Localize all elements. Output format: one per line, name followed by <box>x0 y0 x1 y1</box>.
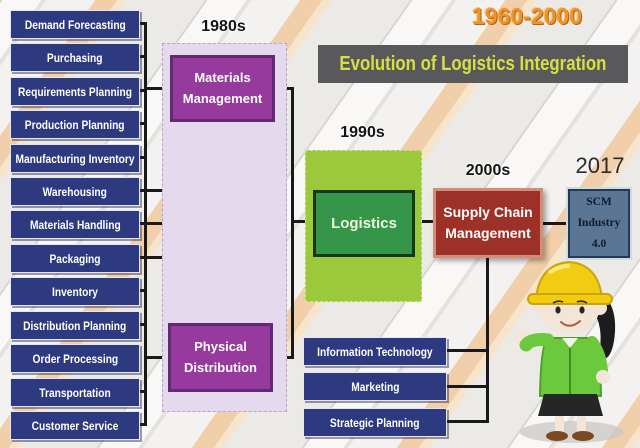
activity-box-requirements-planning: Requirements Planning <box>10 77 140 106</box>
era-label-1980s: 1980s <box>201 18 246 35</box>
connector-stub <box>137 423 146 426</box>
strategic-planning-branch-line <box>445 420 489 423</box>
connector-stub <box>137 89 146 92</box>
activity-box-purchasing: Purchasing <box>10 43 140 72</box>
title-banner: Evolution of Logistics Integration <box>318 45 628 83</box>
trunk-to-physical-distribution-line <box>145 356 168 359</box>
scm-to-industry40-line <box>537 222 568 225</box>
activity-box-transportation: Transportation <box>10 378 140 407</box>
page-title: Evolution of Logistics Integration <box>339 52 607 75</box>
engineer-mascot-illustration <box>515 260 624 443</box>
physical-distribution-box: Physical Distribution <box>168 323 273 392</box>
trunk-to-materials-management-line <box>145 87 170 90</box>
merge-to-logistics-line <box>291 220 313 223</box>
connector-stub <box>137 323 146 326</box>
activity-box-production-planning: Production Planning <box>10 110 140 139</box>
connector-stub <box>137 22 146 25</box>
scm-industry-40-box: SCM Industry 4.0 <box>566 187 632 260</box>
connector-stub <box>137 289 146 292</box>
connector-stub <box>137 122 146 125</box>
activity-box-customer-service: Customer Service <box>10 411 140 440</box>
information-technology-branch-line <box>445 349 489 352</box>
support-box-information-technology: Information Technology <box>303 337 447 366</box>
activity-box-manufacturing-inventory: Manufacturing Inventory <box>10 144 140 173</box>
support-box-marketing: Marketing <box>303 372 447 401</box>
activity-box-order-processing: Order Processing <box>10 344 140 373</box>
activity-box-inventory: Inventory <box>10 277 140 306</box>
activity-box-materials-handling: Materials Handling <box>10 210 140 239</box>
logistics-box: Logistics <box>313 190 415 257</box>
era-label-1990s: 1990s <box>340 124 385 141</box>
support-box-strategic-planning: Strategic Planning <box>303 408 447 437</box>
connector-stub <box>137 55 146 58</box>
connector-stub <box>137 390 146 393</box>
period-label: 1960-2000 <box>472 3 582 29</box>
supply-chain-management-box: Supply Chain Management <box>433 188 543 258</box>
materials-management-box: Materials Management <box>170 55 275 122</box>
era-label-2000s: 2000s <box>465 162 511 179</box>
merge-vertical-line <box>291 87 294 359</box>
connector-stub <box>137 156 146 159</box>
era-label-2017: 2017 <box>575 153 625 178</box>
activity-box-packaging: Packaging <box>10 244 140 273</box>
activity-box-distribution-planning: Distribution Planning <box>10 311 140 340</box>
activity-box-demand-forecasting: Demand Forecasting <box>10 10 140 39</box>
activity-box-warehousing: Warehousing <box>10 177 140 206</box>
scm-down-trunk-line <box>486 252 489 423</box>
marketing-branch-line <box>445 385 489 388</box>
